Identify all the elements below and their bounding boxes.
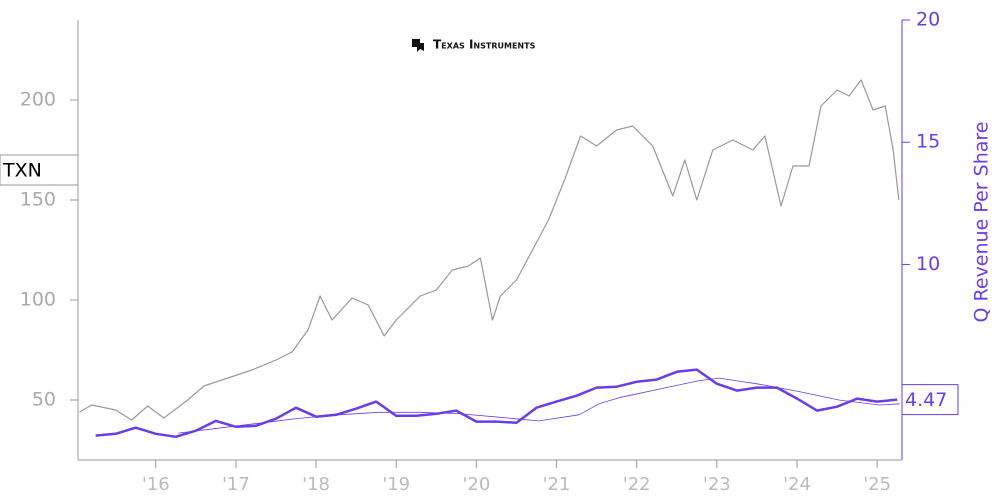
logo-text: Texas Instruments	[433, 38, 536, 52]
y2-axis-label: Q Revenue Per Share	[971, 122, 993, 323]
x-tick-label: '24	[783, 474, 811, 495]
y2-tick-label: 15	[916, 131, 940, 153]
logo: Texas Instruments	[412, 38, 536, 52]
ticker-box	[0, 154, 79, 186]
x-tick-label: '25	[863, 474, 891, 495]
x-tick-label: '17	[222, 474, 250, 495]
x-tick-label: '20	[462, 474, 490, 495]
last-value-box	[901, 384, 959, 416]
logo-icon	[412, 39, 424, 52]
last-value-label: 4.47	[905, 389, 947, 411]
series-line	[178, 377, 900, 434]
series-line	[95, 368, 898, 439]
x-tick-label: '21	[543, 474, 571, 495]
y-tick-label: 50	[32, 389, 56, 411]
x-tick-label: '19	[382, 474, 410, 495]
y2-tick-label: 20	[916, 9, 940, 31]
y-tick-label: 100	[20, 289, 56, 311]
x-tick-label: '16	[142, 474, 170, 495]
ticker-label: TXN	[2, 160, 42, 182]
y-tick-label: 150	[20, 189, 56, 211]
series-line	[79, 79, 900, 421]
y2-tick-label: 10	[916, 253, 940, 275]
x-tick-label: '22	[623, 474, 651, 495]
y-tick-label: 200	[20, 89, 56, 111]
x-tick-label: '18	[302, 474, 330, 495]
x-tick-label: '23	[703, 474, 731, 495]
